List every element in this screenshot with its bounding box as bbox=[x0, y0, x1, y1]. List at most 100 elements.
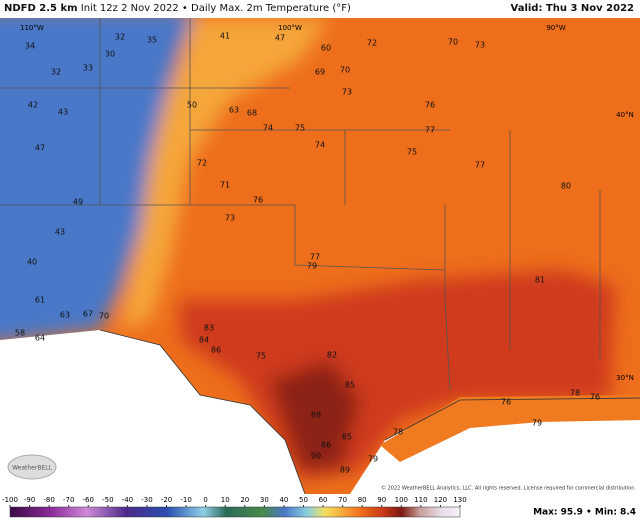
borders bbox=[0, 18, 640, 494]
colorbar-tick-label: -50 bbox=[102, 496, 113, 504]
station-value: 75 bbox=[256, 352, 266, 361]
station-value: 63 bbox=[60, 311, 70, 320]
colorbar-tick-label: 40 bbox=[279, 496, 288, 504]
field-hottest bbox=[270, 360, 360, 470]
station-value: 64 bbox=[35, 334, 45, 343]
station-value: 61 bbox=[35, 296, 45, 305]
valid-time: Valid: Thu 3 Nov 2022 bbox=[510, 3, 635, 14]
station-value: 74 bbox=[263, 124, 273, 133]
mexico bbox=[0, 330, 305, 494]
colorbar-tick-label: 130 bbox=[453, 496, 466, 504]
grid-label: 100°W bbox=[278, 24, 302, 32]
colorbar-tick-label: -30 bbox=[141, 496, 152, 504]
grid-label: 110°W bbox=[20, 24, 44, 32]
colorbar-tick-label: 20 bbox=[240, 496, 249, 504]
station-value: 71 bbox=[220, 181, 230, 190]
field-cold bbox=[0, 18, 192, 343]
colorbar-fill bbox=[9, 506, 461, 518]
station-value: 73 bbox=[225, 214, 235, 223]
station-value: 43 bbox=[58, 108, 68, 117]
station-value: 40 bbox=[27, 258, 37, 267]
station-value: 86 bbox=[211, 346, 221, 355]
station-value: 85 bbox=[342, 433, 352, 442]
colorbar-tick-label: 100 bbox=[395, 496, 408, 504]
station-value: 41 bbox=[220, 32, 230, 41]
station-value: 78 bbox=[570, 389, 580, 398]
station-value: 78 bbox=[393, 428, 403, 437]
title: NDFD 2.5 km bbox=[4, 3, 78, 14]
colorbar-tick-label: -40 bbox=[122, 496, 133, 504]
station-value: 82 bbox=[327, 351, 337, 360]
station-value: 33 bbox=[83, 64, 93, 73]
station-value: 70 bbox=[340, 66, 350, 75]
colorbar-tick-label: 30 bbox=[260, 496, 269, 504]
colorbar-tick-label: 0 bbox=[203, 496, 207, 504]
station-value: 77 bbox=[475, 161, 485, 170]
station-value: 85 bbox=[345, 381, 355, 390]
station-value: 73 bbox=[342, 88, 352, 97]
station-value: 68 bbox=[247, 109, 257, 118]
coastal-waters bbox=[380, 395, 640, 462]
station-value: 80 bbox=[561, 182, 571, 191]
station-value: 47 bbox=[35, 144, 45, 153]
colorbar-tick-label: 50 bbox=[299, 496, 308, 504]
station-value: 79 bbox=[307, 262, 317, 271]
colorbar-tick-label: 110 bbox=[414, 496, 427, 504]
station-value: 84 bbox=[199, 336, 209, 345]
colorbar-tick-label: 60 bbox=[319, 496, 328, 504]
station-value: 90 bbox=[311, 452, 321, 461]
header-left: NDFD 2.5 km Init 12z 2 Nov 2022 • Daily … bbox=[4, 3, 351, 14]
station-value: 30 bbox=[105, 50, 115, 59]
station-value: 79 bbox=[532, 419, 542, 428]
map-field bbox=[0, 18, 640, 494]
station-value: 32 bbox=[115, 33, 125, 42]
station-value: 77 bbox=[425, 126, 435, 135]
station-value: 81 bbox=[535, 276, 545, 285]
station-value: 70 bbox=[448, 38, 458, 47]
station-value: 43 bbox=[55, 228, 65, 237]
colorbar-tick-label: 90 bbox=[377, 496, 386, 504]
field-warm-band bbox=[120, 18, 330, 330]
colorbar-tick-label: 80 bbox=[358, 496, 367, 504]
station-value: 75 bbox=[295, 124, 305, 133]
station-value: 86 bbox=[321, 441, 331, 450]
station-value: 49 bbox=[73, 198, 83, 207]
colorbar-tick-label: -80 bbox=[43, 496, 54, 504]
station-value: 32 bbox=[51, 68, 61, 77]
subtitle: Init 12z 2 Nov 2022 • Daily Max. 2m Temp… bbox=[80, 3, 351, 14]
grid-label: 40°N bbox=[616, 111, 634, 119]
colorbar-tick-label: 70 bbox=[338, 496, 347, 504]
station-value: 76 bbox=[253, 196, 263, 205]
station-value: 73 bbox=[475, 41, 485, 50]
station-value: 72 bbox=[197, 159, 207, 168]
station-value: 83 bbox=[204, 324, 214, 333]
station-value: 75 bbox=[407, 148, 417, 157]
station-value: 89 bbox=[340, 466, 350, 475]
station-value: 34 bbox=[25, 42, 35, 51]
colorbar-tick-label: 120 bbox=[434, 496, 447, 504]
grid-label: 90°W bbox=[546, 24, 565, 32]
colorbar-tick-label: -60 bbox=[83, 496, 94, 504]
station-value: 79 bbox=[368, 455, 378, 464]
grid-label: 30°N bbox=[616, 374, 634, 382]
station-value: 35 bbox=[147, 36, 157, 45]
colorbar-tick-label: -20 bbox=[161, 496, 172, 504]
colorbar-tick-label: -10 bbox=[180, 496, 191, 504]
colorbar-tick-label: -100 bbox=[2, 496, 18, 504]
station-value: 77 bbox=[310, 253, 320, 262]
station-value: 76 bbox=[590, 393, 600, 402]
station-value: 50 bbox=[187, 101, 197, 110]
colorbar-tick-label: -90 bbox=[24, 496, 35, 504]
copyright: © 2022 WeatherBELL Analytics, LLC. All r… bbox=[381, 485, 636, 492]
station-value: 72 bbox=[367, 39, 377, 48]
colorbar-tick-label: -70 bbox=[63, 496, 74, 504]
station-value: 70 bbox=[99, 312, 109, 321]
station-value: 69 bbox=[315, 68, 325, 77]
station-value: 42 bbox=[28, 101, 38, 110]
station-value: 63 bbox=[229, 106, 239, 115]
logo: WeatherBELL bbox=[12, 465, 53, 472]
station-value: 60 bbox=[321, 44, 331, 53]
